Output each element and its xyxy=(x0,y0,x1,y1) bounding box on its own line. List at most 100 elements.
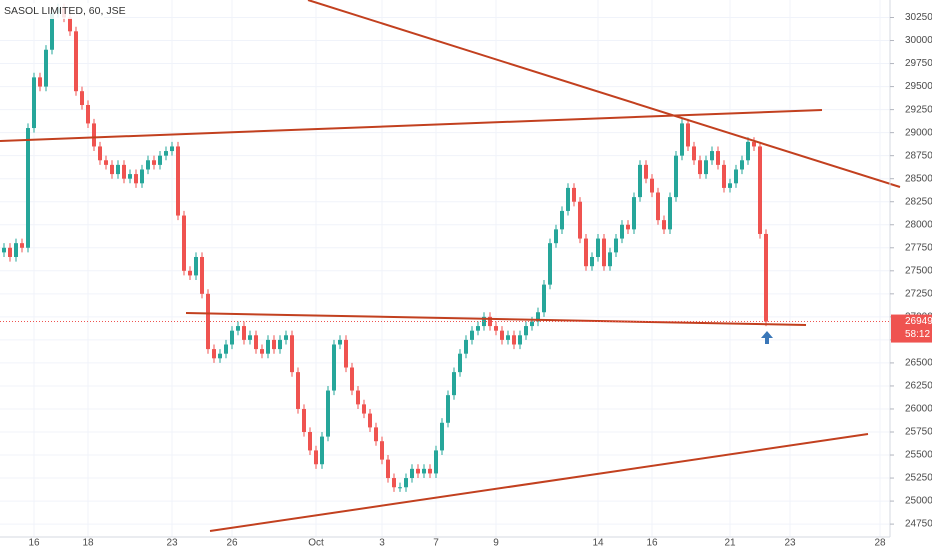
candle-body xyxy=(746,141,750,161)
candle-body xyxy=(512,335,516,345)
candle-body xyxy=(278,339,282,350)
arrow xyxy=(761,331,773,344)
y-tick-label: 27500 xyxy=(905,265,932,276)
candle-body xyxy=(392,478,396,488)
candle-body xyxy=(494,326,498,331)
candle-body xyxy=(290,335,294,373)
candle-body xyxy=(326,390,330,437)
x-tick-label: 3 xyxy=(379,538,385,549)
candle-body xyxy=(356,390,360,405)
candle-body xyxy=(656,192,660,221)
candle-body xyxy=(644,164,648,179)
candle-body xyxy=(668,197,672,230)
candle-body xyxy=(86,105,90,124)
candle-body xyxy=(500,330,504,340)
candle-body xyxy=(506,335,510,340)
candle-body xyxy=(524,326,528,336)
axis-layer: 24750 25000 25250 25500 25750 26000 26250 26500… xyxy=(0,12,932,549)
candle-body xyxy=(8,247,12,257)
candle-body xyxy=(692,146,696,161)
trendline xyxy=(185,312,807,326)
candle-body xyxy=(98,146,102,161)
trendline xyxy=(209,433,869,532)
candle-body xyxy=(530,321,534,327)
candle-body xyxy=(470,330,474,340)
candle-body xyxy=(374,427,378,442)
candle-body xyxy=(398,487,402,489)
candle-body xyxy=(362,404,366,414)
y-tick-label: 25250 xyxy=(905,473,932,484)
candle-body xyxy=(128,174,132,179)
candle-body xyxy=(554,229,558,244)
candle-body xyxy=(68,17,72,32)
x-tick-label: Oct xyxy=(308,538,324,549)
candle-body xyxy=(620,224,624,239)
candle-body xyxy=(218,353,222,359)
x-tick-label: 14 xyxy=(592,538,604,549)
candle-body xyxy=(2,247,6,253)
candle-body xyxy=(242,326,246,340)
arrow-icon xyxy=(761,331,773,344)
y-tick-label: 28500 xyxy=(905,173,932,184)
y-tick-label: 29750 xyxy=(905,58,932,69)
title-background xyxy=(0,3,104,19)
candle-body xyxy=(224,344,228,354)
candle-body xyxy=(728,183,732,188)
candle-body xyxy=(152,160,156,165)
y-tick-label: 28000 xyxy=(905,219,932,230)
candle-body xyxy=(590,256,594,267)
candle-body xyxy=(200,256,204,294)
candle-body xyxy=(602,238,606,267)
candle-body xyxy=(566,187,570,211)
candle-body xyxy=(596,238,600,257)
candle-body xyxy=(674,155,678,198)
candle-body xyxy=(20,243,24,248)
candle-body xyxy=(452,372,456,396)
candle-body xyxy=(248,335,252,340)
candle-body xyxy=(122,164,126,179)
x-tick-label: 16 xyxy=(28,538,40,549)
y-tick-label: 25000 xyxy=(905,496,932,507)
candle-body xyxy=(302,408,306,432)
candle-body xyxy=(632,197,636,230)
candle-body xyxy=(416,468,420,474)
candle-body xyxy=(194,256,198,276)
candle-body xyxy=(740,160,744,170)
candle-body xyxy=(446,395,450,423)
x-tick-label: 26 xyxy=(226,538,238,549)
candle-body xyxy=(140,169,144,184)
candle-body xyxy=(50,12,54,50)
candle-body xyxy=(584,238,588,267)
candle-body xyxy=(572,187,576,202)
candle-body xyxy=(698,160,702,175)
candle-body xyxy=(260,349,264,354)
last-price-box xyxy=(891,314,932,343)
candle-body xyxy=(80,91,84,106)
candle-body xyxy=(188,270,192,276)
candle-body xyxy=(350,367,354,391)
y-tick-label: 27250 xyxy=(905,288,932,299)
candle-body xyxy=(164,151,168,156)
candle-body xyxy=(626,224,630,230)
grid-layer xyxy=(0,0,890,537)
x-tick-label: 16 xyxy=(646,538,658,549)
candle-body xyxy=(614,238,618,253)
candle-body xyxy=(704,160,708,175)
trendline xyxy=(0,109,823,142)
candle-layer xyxy=(2,3,768,492)
y-tick-label: 25750 xyxy=(905,427,932,438)
y-tick-label: 27750 xyxy=(905,242,932,253)
candle-body xyxy=(662,220,666,230)
y-tick-label: 26250 xyxy=(905,381,932,392)
y-tick-label: 26000 xyxy=(905,404,932,415)
candle-body xyxy=(332,344,336,391)
candle-body xyxy=(74,31,78,92)
x-tick-label: 23 xyxy=(166,538,178,549)
candle-body xyxy=(338,339,342,345)
candle-body xyxy=(314,450,318,465)
candle-body xyxy=(380,441,384,460)
candle-body xyxy=(734,169,738,184)
